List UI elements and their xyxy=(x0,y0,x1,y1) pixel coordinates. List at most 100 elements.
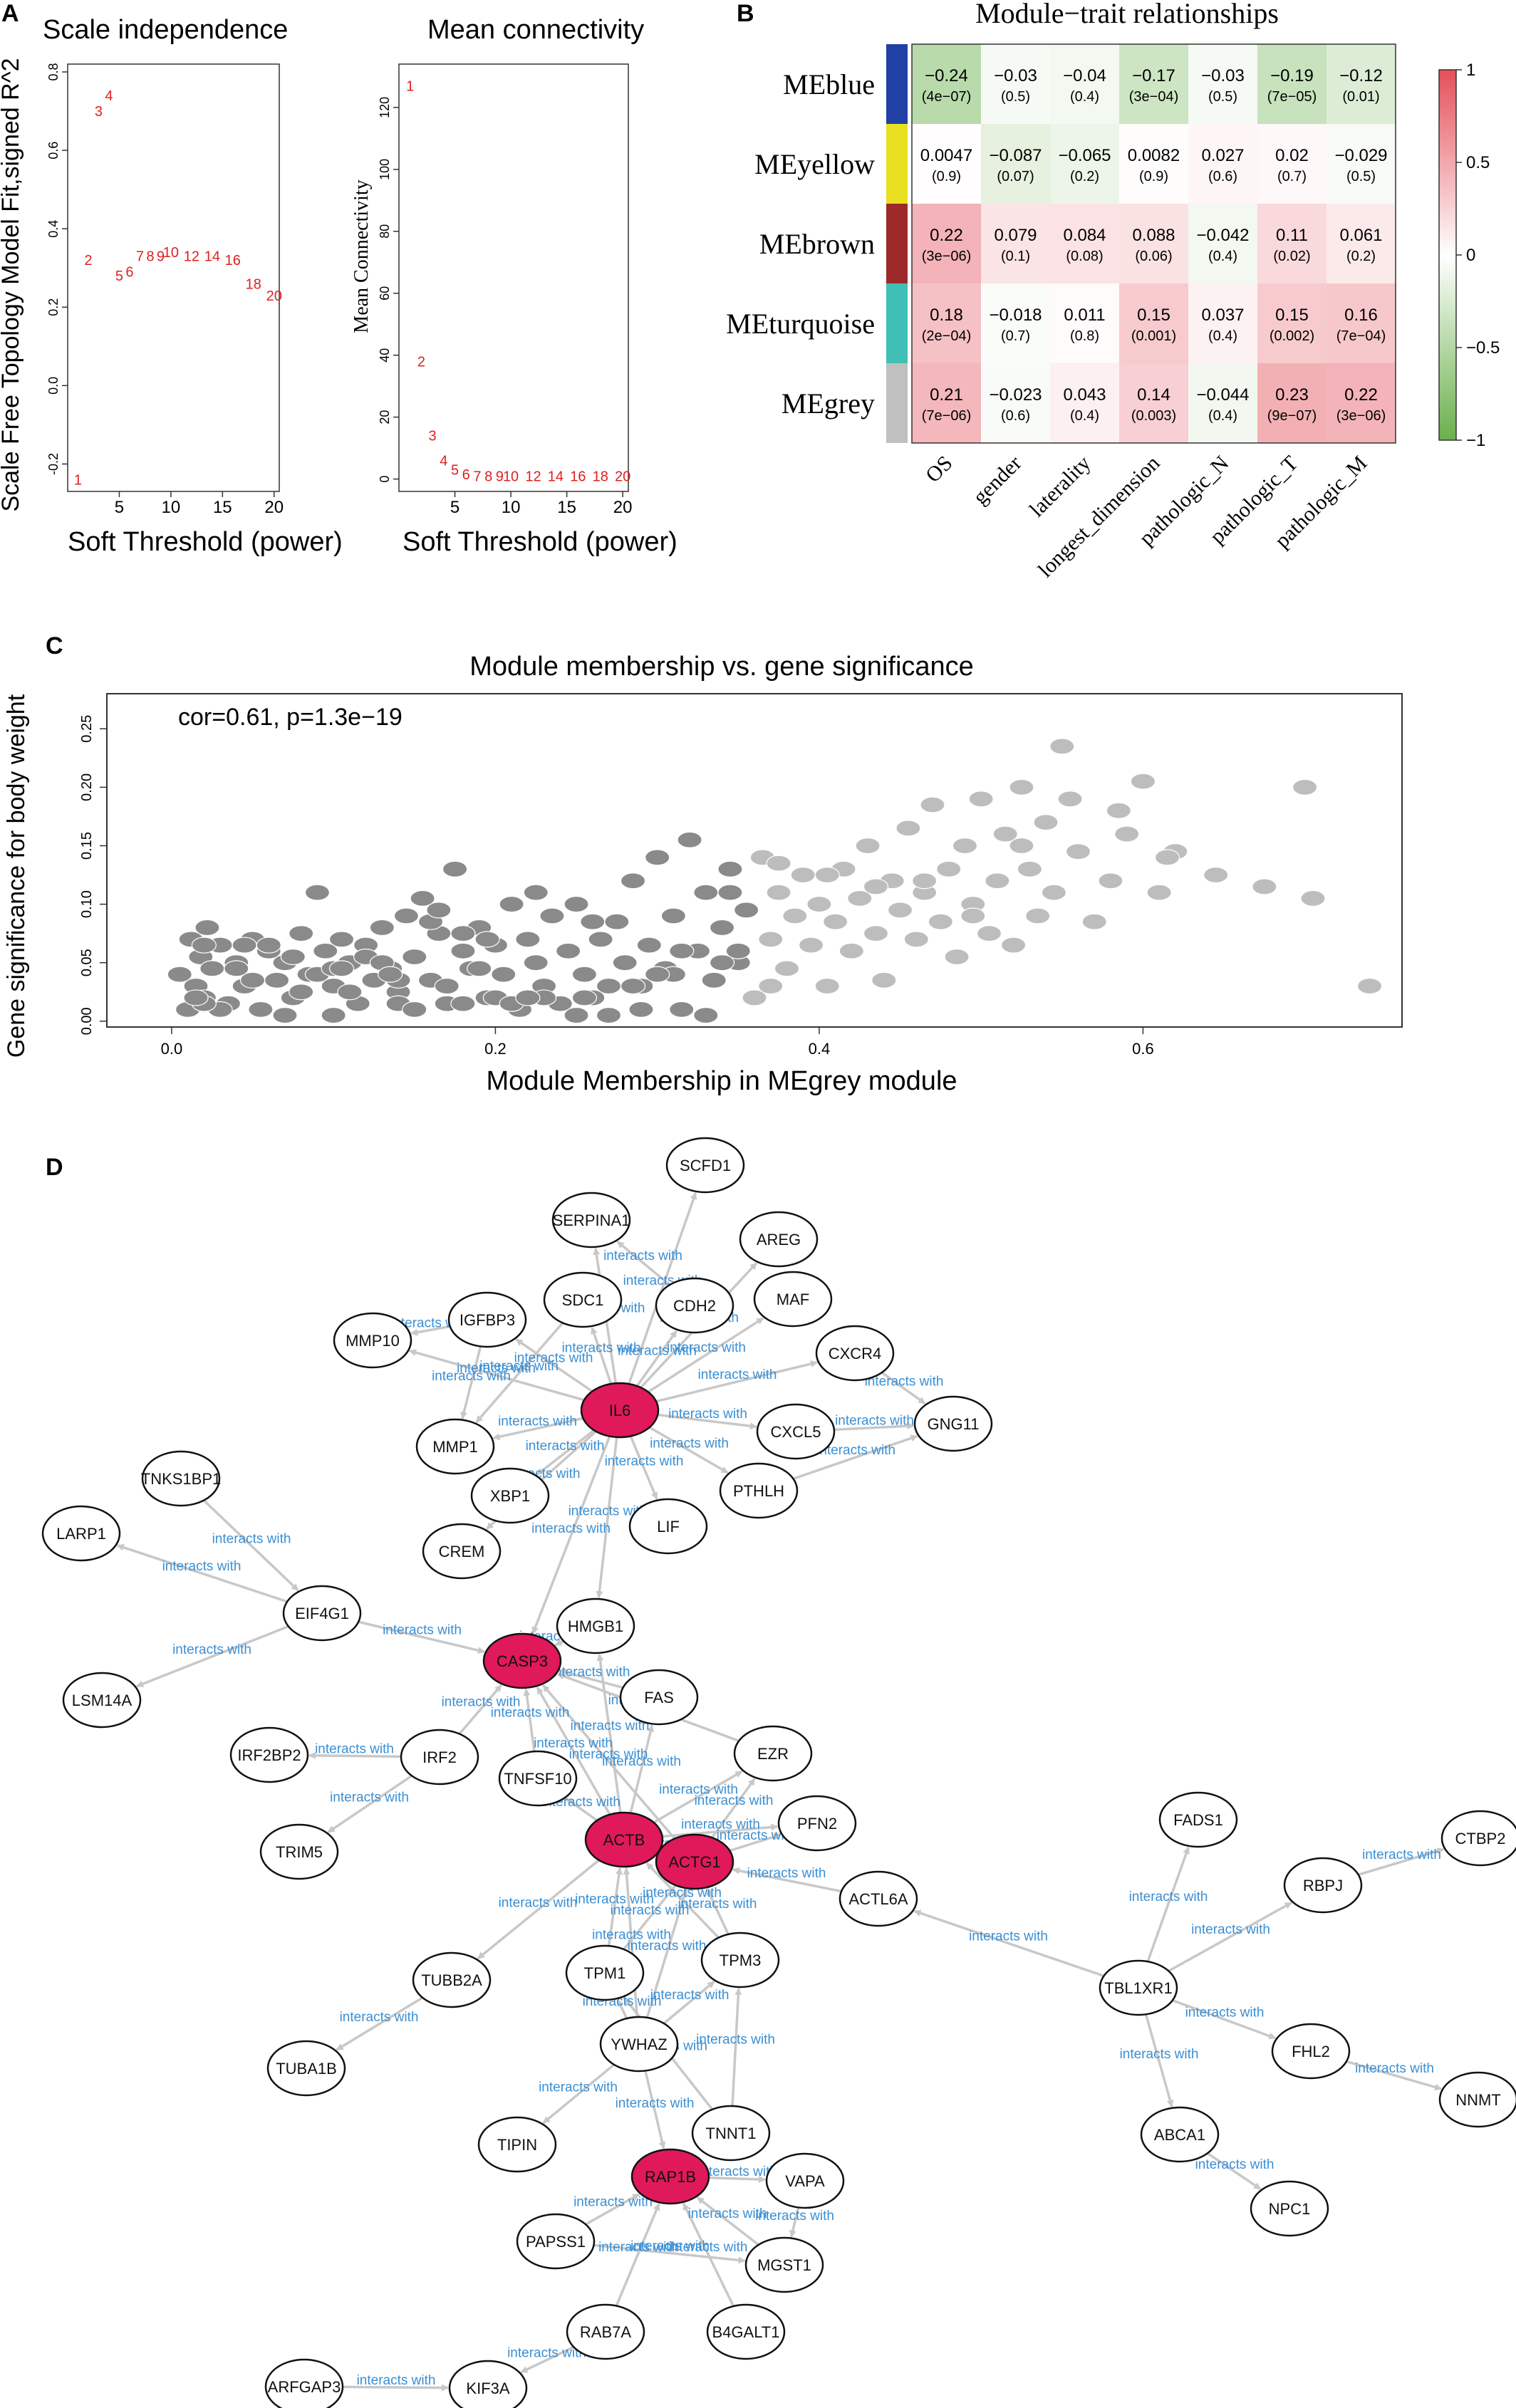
scatter-point xyxy=(709,954,735,971)
edge-label: interacts with xyxy=(499,1896,578,1911)
scatter-point xyxy=(839,942,864,959)
scatter-point xyxy=(556,942,581,959)
scatter-point xyxy=(224,960,249,977)
heatmap-cell-pvalue: (0.07) xyxy=(997,169,1034,184)
network-edge xyxy=(202,1499,299,1592)
network-node: TNNT1 xyxy=(691,2105,771,2162)
edge-label: interacts with xyxy=(643,1886,722,1901)
node-shape xyxy=(551,1192,631,1249)
heatmap-row-label: MEyellow xyxy=(754,148,875,180)
node-shape xyxy=(498,1750,578,1807)
network-node: CXCL5 xyxy=(756,1403,836,1460)
edge-label: interacts with xyxy=(598,2240,677,2255)
edge-label: interacts with xyxy=(315,1742,394,1757)
heatmap-cell-value: 0.0047 xyxy=(920,146,972,165)
heatmap-cell-value: 0.011 xyxy=(1064,306,1105,325)
heatmap-cell xyxy=(1050,363,1119,443)
network-edge xyxy=(1172,1998,1277,2040)
network-node: NNMT xyxy=(1438,2071,1516,2128)
node-shape xyxy=(543,1271,623,1328)
network-node: CXCR4 xyxy=(815,1325,895,1382)
mc-ylabel: Mean Connectivity xyxy=(351,179,373,333)
network-edge xyxy=(706,1888,730,1935)
heatmap-cell-pvalue: (0.002) xyxy=(1270,328,1314,344)
scatter-point xyxy=(847,890,873,907)
node-label: LSM14A xyxy=(72,1692,133,1709)
point-label: 18 xyxy=(246,276,261,292)
network-node: GNG11 xyxy=(913,1395,993,1452)
point-label: 16 xyxy=(570,469,586,484)
x-tick-label: 0.2 xyxy=(484,1040,507,1058)
network-node: ABCA1 xyxy=(1140,2106,1220,2163)
scatter-point xyxy=(1203,866,1229,884)
scatter-point xyxy=(571,989,597,1006)
point-label: 6 xyxy=(462,467,470,483)
node-label: TUBB2A xyxy=(421,1971,482,1989)
point-label: 20 xyxy=(266,288,282,304)
network-edge xyxy=(515,1338,593,1392)
mm-xlabel: Module Membership in MEgrey module xyxy=(486,1066,957,1096)
legend-tick-label: 1 xyxy=(1466,61,1475,80)
node-label: LARP1 xyxy=(56,1525,106,1543)
network-edge xyxy=(531,1436,611,1635)
scatter-point xyxy=(734,902,759,919)
network-edge xyxy=(596,1653,622,1813)
heatmap-cell-value: 0.0082 xyxy=(1128,146,1180,165)
scatter-point xyxy=(1106,802,1131,819)
node-shape xyxy=(599,2016,679,2073)
scatter-point xyxy=(239,971,266,989)
heatmap-cell-value: 0.22 xyxy=(1344,385,1378,405)
network-edge xyxy=(616,1240,671,1286)
y-tick-label: 0.4 xyxy=(46,220,61,238)
node-shape xyxy=(706,2303,786,2360)
point-label: 14 xyxy=(548,469,564,484)
network-edge xyxy=(327,1774,413,1834)
heatmap-cell-value: 0.079 xyxy=(994,226,1037,245)
node-shape xyxy=(719,1462,799,1519)
edge-label: interacts with xyxy=(340,2010,419,2025)
scatter-point xyxy=(936,860,962,877)
scatter-point xyxy=(328,931,355,948)
network-edge xyxy=(336,1996,424,2051)
network-node: SERPINA1 xyxy=(551,1192,631,1249)
network-edge xyxy=(615,2203,660,2307)
network-edge xyxy=(541,1684,676,1840)
heatmap-cell xyxy=(1119,363,1188,443)
network-edge-labels: interacts with interacts with interacts wi… xyxy=(162,1249,1441,2388)
heatmap-title: Module−trait relationships xyxy=(975,0,1279,29)
mc-xlabel: Soft Threshold (power) xyxy=(403,527,677,557)
scatter-point xyxy=(920,796,945,813)
network-edge xyxy=(789,2207,800,2238)
node-label: MMP1 xyxy=(432,1438,478,1456)
heatmap-cell-pvalue: (0.7) xyxy=(1277,169,1307,184)
row-color-swatch xyxy=(886,124,908,204)
scatter-point xyxy=(660,907,686,924)
network-node: PAPSS1 xyxy=(516,2213,596,2270)
node-shape xyxy=(565,1944,645,2001)
heatmap-cell-value: 0.18 xyxy=(930,306,963,325)
y-tick-label: 20 xyxy=(378,410,392,424)
heatmap-cell-pvalue: (0.4) xyxy=(1070,89,1099,105)
y-tick-label: 0.6 xyxy=(46,142,61,160)
network-node: TNKS1BP1 xyxy=(141,1450,221,1507)
network-node: IRF2 xyxy=(400,1729,479,1786)
scatter-point xyxy=(944,948,970,966)
node-label: CREM xyxy=(439,1543,485,1560)
node-shape xyxy=(282,1585,362,1642)
edge-label: interacts with xyxy=(755,2209,834,2224)
node-label: FHL2 xyxy=(1292,2043,1330,2060)
scatter-point xyxy=(596,1006,622,1024)
heatmap-row-label: MEgrey xyxy=(782,387,875,419)
scatter-point xyxy=(928,913,953,930)
edge-label: interacts with xyxy=(1195,2157,1274,2172)
heatmap-cell-pvalue: (0.5) xyxy=(1208,89,1237,105)
node-label: KIF3A xyxy=(466,2380,509,2397)
network-edge xyxy=(629,1435,658,1500)
network-edge xyxy=(410,1325,450,1336)
node-shape xyxy=(448,2360,528,2408)
network-edge xyxy=(647,1317,764,1393)
heatmap-cell-pvalue: (0.7) xyxy=(1001,328,1030,344)
heatmap-column-labels: OS genderlateralitylongest_dimensionpatho… xyxy=(921,452,1371,583)
heatmap-cell xyxy=(912,44,981,124)
